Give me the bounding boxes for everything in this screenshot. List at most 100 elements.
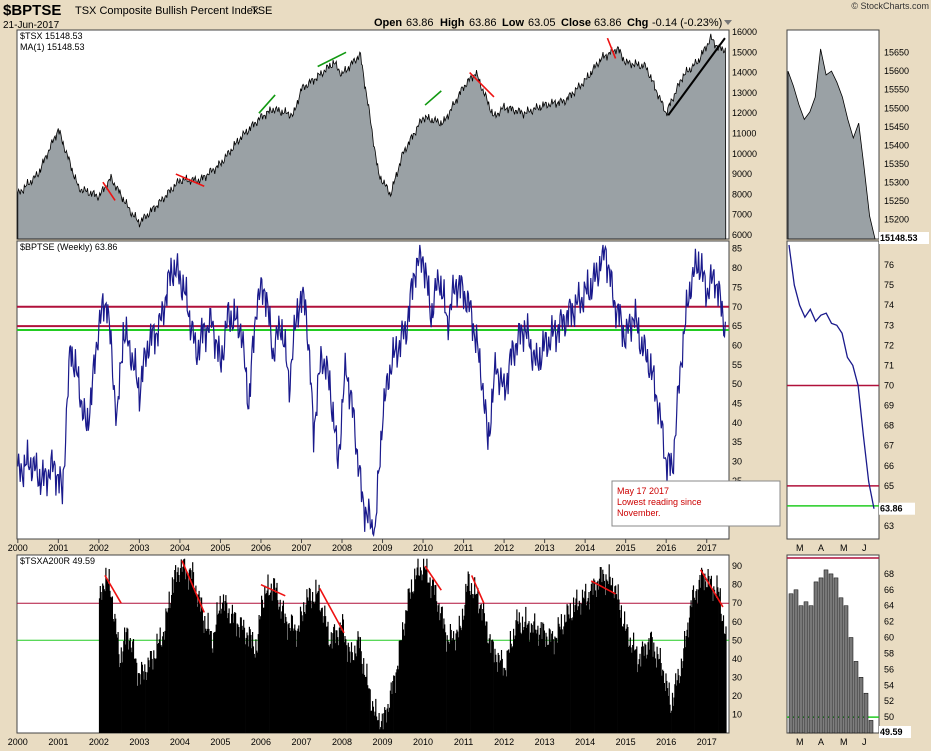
a200-bar: [308, 600, 310, 733]
a200-bar: [657, 654, 659, 733]
a200-bar: [461, 608, 464, 733]
a200-bar: [160, 645, 162, 733]
year-label-mid: 2010: [413, 543, 433, 553]
a200-bar: [215, 624, 217, 733]
bp-inset-y-tick: 63: [884, 521, 894, 531]
a200-bar: [213, 632, 216, 733]
price-inset-y-tick: 15400: [884, 140, 909, 150]
a200-bar: [311, 608, 313, 733]
a200-bar: [534, 629, 537, 733]
a200-bar: [680, 676, 682, 733]
a200-bar: [259, 619, 261, 733]
a200-bar: [102, 583, 104, 733]
a200-bar: [670, 712, 672, 733]
a200-bar: [276, 582, 278, 733]
a200-bar: [655, 667, 657, 733]
a200-inset-y-tick: 60: [884, 633, 894, 643]
price-y-tick: 10000: [732, 149, 757, 159]
a200-bar: [216, 602, 218, 733]
a200-bar: [341, 625, 343, 733]
a200-bar: [367, 685, 369, 733]
a200-bar: [107, 581, 109, 733]
a200-inset-y-tick: 62: [884, 617, 894, 627]
a200-bar: [718, 591, 720, 733]
a200-trendline-red: [470, 575, 485, 604]
a200-bar: [271, 600, 273, 733]
a200-bar: [201, 609, 203, 733]
a200-inset-y-tick: 52: [884, 696, 894, 706]
a200-bar: [333, 624, 336, 733]
a200-bar: [363, 674, 366, 733]
a200-bar: [494, 648, 496, 733]
a200-bar: [270, 583, 272, 733]
a200-bar: [560, 629, 562, 733]
a200-bar: [301, 615, 303, 733]
a200-bar: [147, 657, 149, 733]
a200-bar: [457, 637, 460, 733]
a200-bar: [173, 579, 175, 733]
a200-bar: [261, 599, 263, 733]
close-label: Close: [561, 17, 591, 29]
a200-bar: [465, 583, 467, 733]
year-label-bottom: 2009: [373, 737, 393, 747]
a200-bar: [110, 596, 112, 733]
a200-bar: [346, 645, 348, 733]
a200-bar: [118, 654, 120, 733]
a200-bar: [424, 569, 426, 733]
a200-bar: [244, 644, 246, 733]
price-y-tick: 12000: [732, 108, 757, 118]
a200-bar: [288, 623, 290, 733]
year-label-mid: 2002: [89, 543, 109, 553]
a200-bar: [272, 590, 274, 733]
a200-bar: [502, 675, 504, 733]
annotation-box: [611, 480, 781, 527]
a200-bar: [192, 562, 194, 733]
a200-bar: [697, 603, 699, 733]
a200-bar: [722, 620, 724, 733]
a200-bar: [642, 646, 644, 733]
a200-bar: [584, 591, 586, 733]
a200-bar: [378, 713, 380, 733]
a200-bar: [530, 623, 532, 733]
a200-bar: [211, 648, 213, 733]
a200-bar: [423, 558, 425, 733]
a200-bar: [167, 608, 169, 733]
a200-bar: [400, 640, 402, 733]
a200-bar: [209, 631, 212, 733]
a200-bar: [170, 603, 172, 733]
price-y-tick: 15000: [732, 47, 757, 57]
a200-bar: [258, 615, 260, 733]
a200-bar: [531, 624, 533, 733]
year-label-bottom: 2017: [697, 737, 717, 747]
a200-bar: [469, 591, 471, 733]
a200-bar: [464, 604, 466, 733]
a200-bar: [205, 630, 207, 733]
a200-bar: [565, 621, 567, 733]
chg-value: -0.14 (-0.23%): [652, 17, 722, 29]
bp-inset-y-tick: 71: [884, 360, 894, 370]
a200-bar: [491, 640, 493, 733]
a200-bar: [513, 639, 515, 733]
a200-bar: [537, 625, 539, 733]
a200-bar: [625, 628, 627, 733]
a200-bar: [312, 601, 314, 733]
a200-bar: [617, 584, 619, 733]
a200-bar: [600, 567, 602, 733]
chg-label: Chg: [627, 17, 648, 29]
a200-bar: [99, 586, 101, 733]
a200-bar: [506, 650, 508, 733]
a200-bar: [389, 707, 391, 733]
a200-bar: [109, 590, 111, 733]
a200-bar: [346, 661, 349, 733]
bp-line: [17, 244, 726, 537]
a200-bar: [100, 592, 102, 733]
a200-bar: [541, 639, 543, 733]
a200-bar: [269, 594, 271, 733]
a200-bar: [468, 574, 470, 733]
a200-bar: [613, 598, 615, 733]
bp-inset-y-tick: 76: [884, 260, 894, 270]
a200-bar: [188, 589, 190, 733]
a200-bar: [552, 639, 554, 733]
price-inset-y-tick: 15450: [884, 122, 909, 132]
a200-bar: [581, 589, 584, 733]
